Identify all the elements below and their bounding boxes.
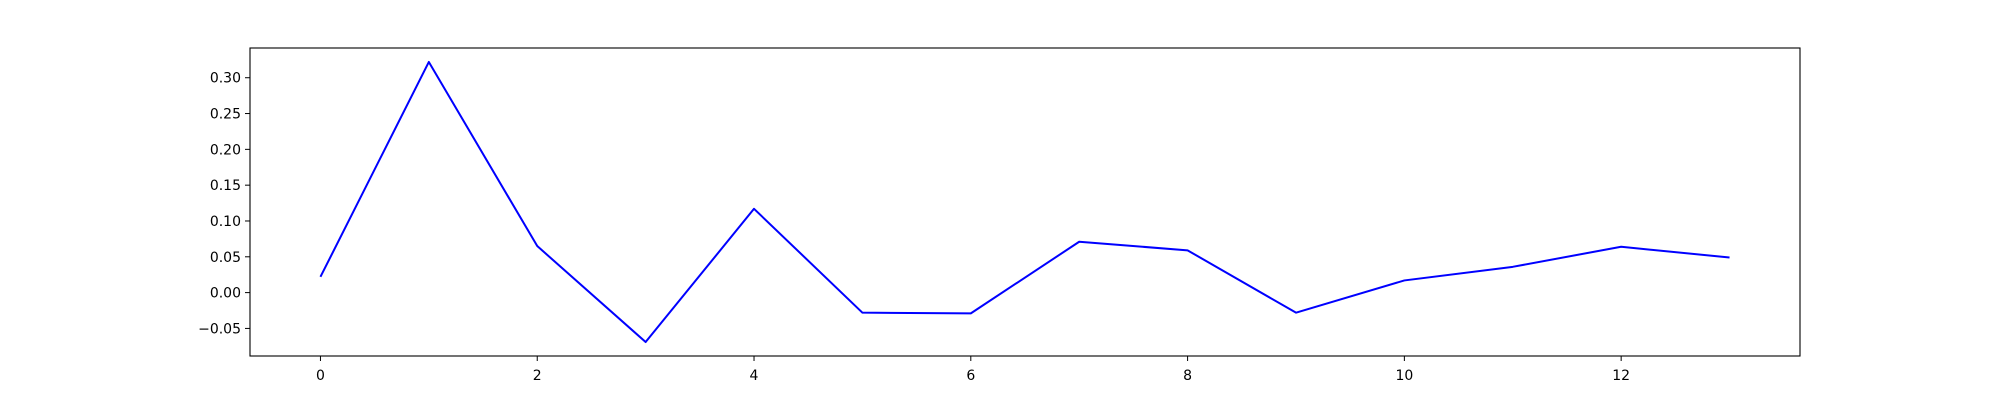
y-tick-label: 0.05 [210,250,241,266]
series-layer [319,60,1730,344]
x-tick-label: 8 [1183,368,1192,384]
x-tick-label: 2 [533,368,542,384]
y-tick-label: 0.20 [210,142,241,158]
x-tick-label: 6 [966,368,975,384]
y-axis: −0.05 0.00 0.05 0.10 0.15 0.20 0.25 0.30 [198,71,250,337]
x-tick-label: 4 [750,368,759,384]
x-axis: 0 2 4 6 8 10 12 [316,356,1630,384]
y-tick-label: −0.05 [198,321,241,337]
axes-frame [249,47,1801,357]
y-tick-label: 0.25 [210,107,241,123]
y-tick-label: 0.30 [210,71,241,87]
y-tick-label: 0.10 [210,214,241,230]
x-tick-label: 0 [316,368,325,384]
x-tick-label: 12 [1612,368,1630,384]
plot-area [249,47,1801,357]
series-line [319,60,1730,344]
y-tick-label: 0.00 [210,286,241,302]
y-tick-label: 0.15 [210,178,241,194]
x-tick-label: 10 [1395,368,1413,384]
